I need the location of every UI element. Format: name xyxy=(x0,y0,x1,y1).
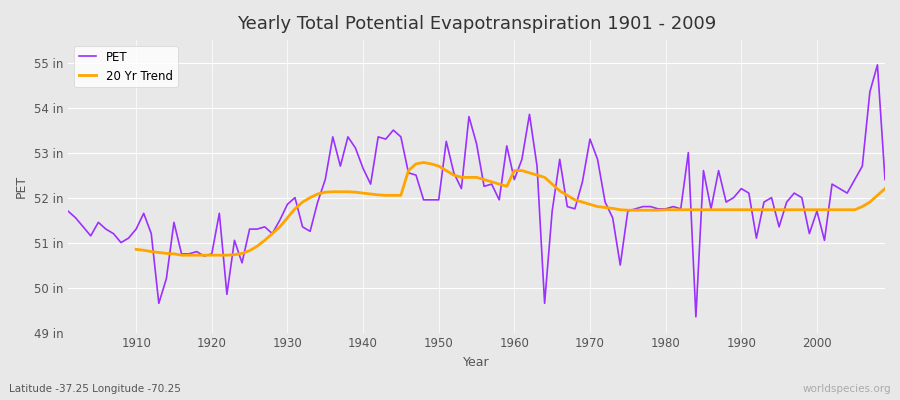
Text: worldspecies.org: worldspecies.org xyxy=(803,384,891,394)
PET xyxy=(123,236,134,240)
Line: 20 Yr Trend: 20 Yr Trend xyxy=(136,162,885,255)
Y-axis label: PET: PET xyxy=(15,175,28,198)
20 Yr Trend xyxy=(418,160,429,165)
PET xyxy=(63,209,74,214)
20 Yr Trend xyxy=(532,173,543,178)
Text: Latitude -37.25 Longitude -70.25: Latitude -37.25 Longitude -70.25 xyxy=(9,384,181,394)
PET xyxy=(290,195,301,200)
Line: PET: PET xyxy=(68,65,885,317)
20 Yr Trend xyxy=(282,216,292,220)
20 Yr Trend xyxy=(176,253,187,258)
20 Yr Trend xyxy=(592,204,603,209)
PET xyxy=(335,164,346,168)
PET xyxy=(879,177,890,182)
PET xyxy=(599,200,610,204)
Legend: PET, 20 Yr Trend: PET, 20 Yr Trend xyxy=(74,46,177,87)
PET xyxy=(872,62,883,67)
20 Yr Trend xyxy=(130,247,141,252)
20 Yr Trend xyxy=(834,207,845,212)
PET xyxy=(501,144,512,148)
Title: Yearly Total Potential Evapotranspiration 1901 - 2009: Yearly Total Potential Evapotranspiratio… xyxy=(237,15,716,33)
20 Yr Trend xyxy=(312,192,323,196)
20 Yr Trend xyxy=(857,204,868,209)
20 Yr Trend xyxy=(879,186,890,191)
PET xyxy=(690,314,701,319)
X-axis label: Year: Year xyxy=(464,356,490,369)
PET xyxy=(508,177,519,182)
